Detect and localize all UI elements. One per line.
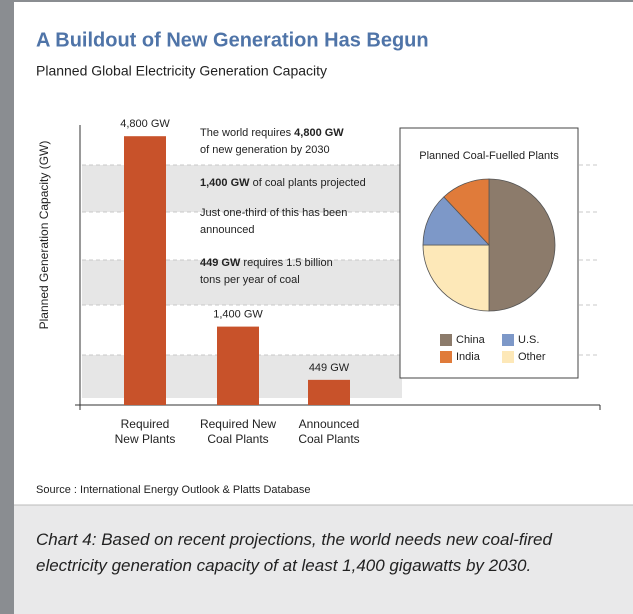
- annotation: The world requires 4,800 GW: [200, 127, 344, 139]
- x-tick-label: Required New Plants: [114, 417, 176, 446]
- y-axis-label: Planned Generation Capacity (GW): [37, 141, 51, 330]
- value-label: 449 GW: [309, 362, 350, 374]
- annotation: of new generation by 2030: [200, 144, 330, 156]
- annotation-part: of new generation by 2030: [200, 144, 330, 156]
- pie-slice: [422, 244, 490, 312]
- subtitle: Planned Global Electricity Generation Ca…: [36, 63, 327, 79]
- caption-panel: [0, 505, 633, 614]
- bar: [308, 379, 350, 405]
- bar: [124, 136, 166, 405]
- annotation: 449 GW requires 1.5 billion: [200, 257, 333, 269]
- annotation-part: The world requires: [200, 127, 294, 139]
- annotation-part: Just one-third of this has been: [200, 207, 347, 219]
- top-border: [0, 0, 633, 2]
- legend-swatch: [440, 351, 452, 363]
- annotation-part: 4,800 GW: [294, 127, 344, 139]
- left-stripe: [0, 0, 14, 614]
- legend-swatch: [502, 351, 514, 363]
- x-tick-label: Announced Coal Plants: [298, 417, 360, 446]
- source: Source : International Energy Outlook & …: [36, 484, 311, 496]
- caption: Chart 4: Based on recent projections, th…: [36, 530, 552, 575]
- legend-label: China: [456, 334, 486, 346]
- annotation-part: announced: [200, 224, 254, 236]
- pie-title: Planned Coal-Fuelled Plants: [419, 150, 559, 162]
- pie-slice: [488, 178, 556, 312]
- annotation-part: of coal plants projected: [250, 177, 366, 189]
- annotation: Just one-third of this has been: [200, 207, 347, 219]
- legend-label: India: [456, 351, 481, 363]
- pie-slice: [443, 178, 490, 247]
- legend-swatch: [440, 334, 452, 346]
- bar: [217, 326, 259, 405]
- value-label: 4,800 GW: [120, 118, 170, 130]
- legend-label: U.S.: [518, 334, 539, 346]
- annotation-part: 1,400 GW: [200, 177, 250, 189]
- annotation-part: tons per year of coal: [200, 274, 300, 286]
- x-tick-label: Required New Coal Plants: [199, 417, 277, 446]
- annotation-part: requires 1.5 billion: [240, 257, 332, 269]
- legend-label: Other: [518, 351, 546, 363]
- annotation: tons per year of coal: [200, 274, 300, 286]
- annotation: announced: [200, 224, 254, 236]
- legend-swatch: [502, 334, 514, 346]
- annotation-part: 449 GW: [200, 257, 241, 269]
- value-label: 1,400 GW: [213, 309, 263, 321]
- title: A Buildout of New Generation Has Begun: [36, 29, 429, 51]
- annotation: 1,400 GW of coal plants projected: [200, 177, 366, 189]
